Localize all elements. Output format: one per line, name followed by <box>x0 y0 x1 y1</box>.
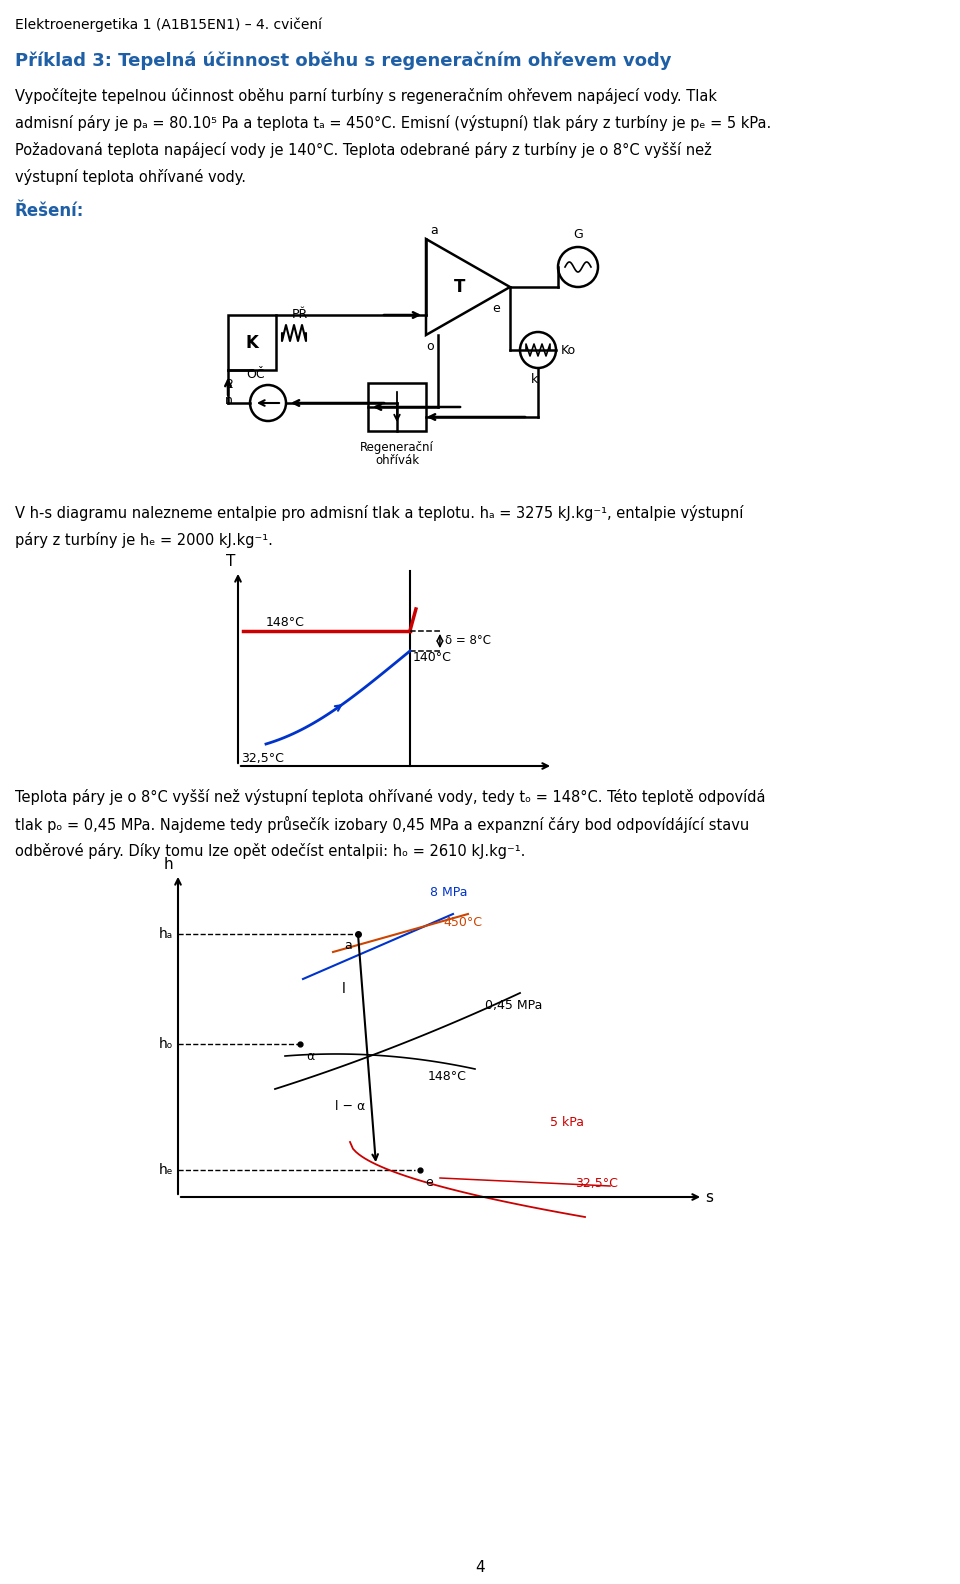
Text: ohřívák: ohřívák <box>375 455 420 467</box>
Text: h: h <box>163 857 173 873</box>
Text: Teplota páry je o 8°C vyšší než výstupní teplota ohřívané vody, tedy tₒ = 148°C.: Teplota páry je o 8°C vyšší než výstupní… <box>15 789 765 805</box>
Text: 148°C: 148°C <box>266 616 305 629</box>
Text: o: o <box>426 341 434 353</box>
Text: s: s <box>705 1190 713 1204</box>
Text: 5 kPa: 5 kPa <box>550 1115 584 1128</box>
Text: 148°C: 148°C <box>428 1069 467 1082</box>
Text: δ = 8°C: δ = 8°C <box>444 635 491 648</box>
Text: K: K <box>246 334 258 352</box>
Text: PŘ: PŘ <box>292 307 308 322</box>
Text: Požadovaná teplota napájecí vody je 140°C. Teplota odebrané páry z turbíny je o : Požadovaná teplota napájecí vody je 140°… <box>15 143 711 158</box>
Text: l: l <box>342 982 346 996</box>
Text: e: e <box>425 1175 433 1190</box>
Text: hₒ: hₒ <box>158 1038 173 1052</box>
Text: Ko: Ko <box>561 344 576 356</box>
Text: Vypočítejte tepelnou účinnost oběhu parní turbíny s regeneračním ohřevem napájec: Vypočítejte tepelnou účinnost oběhu parn… <box>15 89 717 105</box>
Text: odběrové páry. Díky tomu lze opět odečíst entalpii: hₒ = 2610 kJ.kg⁻¹.: odběrové páry. Díky tomu lze opět odečís… <box>15 843 525 859</box>
Text: a: a <box>344 939 352 952</box>
Text: T: T <box>454 279 466 296</box>
Text: 32,5°C: 32,5°C <box>575 1177 618 1191</box>
Bar <box>368 383 426 431</box>
Text: hₑ: hₑ <box>158 1163 173 1177</box>
Text: výstupní teplota ohřívané vody.: výstupní teplota ohřívané vody. <box>15 169 246 185</box>
Text: 0,45 MPa: 0,45 MPa <box>485 1000 542 1012</box>
Text: V h-s diagramu nalezneme entalpie pro admisní tlak a teplotu. hₐ = 3275 kJ.kg⁻¹,: V h-s diagramu nalezneme entalpie pro ad… <box>15 505 743 521</box>
Text: Příklad 3: Tepelná účinnost oběhu s regeneračním ohřevem vody: Příklad 3: Tepelná účinnost oběhu s rege… <box>15 52 671 71</box>
Text: 32,5°C: 32,5°C <box>241 752 284 765</box>
Text: n: n <box>225 394 233 407</box>
Text: admisní páry je pₐ = 80.10⁵ Pa a teplota tₐ = 450°C. Emisní (výstupní) tlak páry: admisní páry je pₐ = 80.10⁵ Pa a teplota… <box>15 116 771 131</box>
Text: G: G <box>573 228 583 241</box>
Text: e: e <box>492 303 500 315</box>
Text: k: k <box>530 372 538 386</box>
Text: Řešení:: Řešení: <box>15 203 84 220</box>
Text: 450°C: 450°C <box>443 916 482 928</box>
Text: páry z turbíny je hₑ = 2000 kJ.kg⁻¹.: páry z turbíny je hₑ = 2000 kJ.kg⁻¹. <box>15 532 273 548</box>
Text: a: a <box>430 223 438 238</box>
Text: OČ: OČ <box>246 367 265 382</box>
Text: 4: 4 <box>475 1560 485 1576</box>
Text: α: α <box>306 1050 314 1063</box>
Text: 140°C: 140°C <box>413 651 452 664</box>
Text: T: T <box>226 554 235 569</box>
Text: hₐ: hₐ <box>158 927 173 941</box>
Text: 8 MPa: 8 MPa <box>430 885 468 898</box>
Text: tlak pₒ = 0,45 MPa. Najdeme tedy průsečík izobary 0,45 MPa a expanzní čáry bod o: tlak pₒ = 0,45 MPa. Najdeme tedy průsečí… <box>15 816 749 833</box>
Text: 2: 2 <box>225 379 233 391</box>
Text: Regenerační: Regenerační <box>360 440 434 455</box>
Text: l − α: l − α <box>335 1101 365 1114</box>
Text: Elektroenergetika 1 (A1B15EN1) – 4. cvičení: Elektroenergetika 1 (A1B15EN1) – 4. cvič… <box>15 17 322 33</box>
Bar <box>228 315 276 371</box>
